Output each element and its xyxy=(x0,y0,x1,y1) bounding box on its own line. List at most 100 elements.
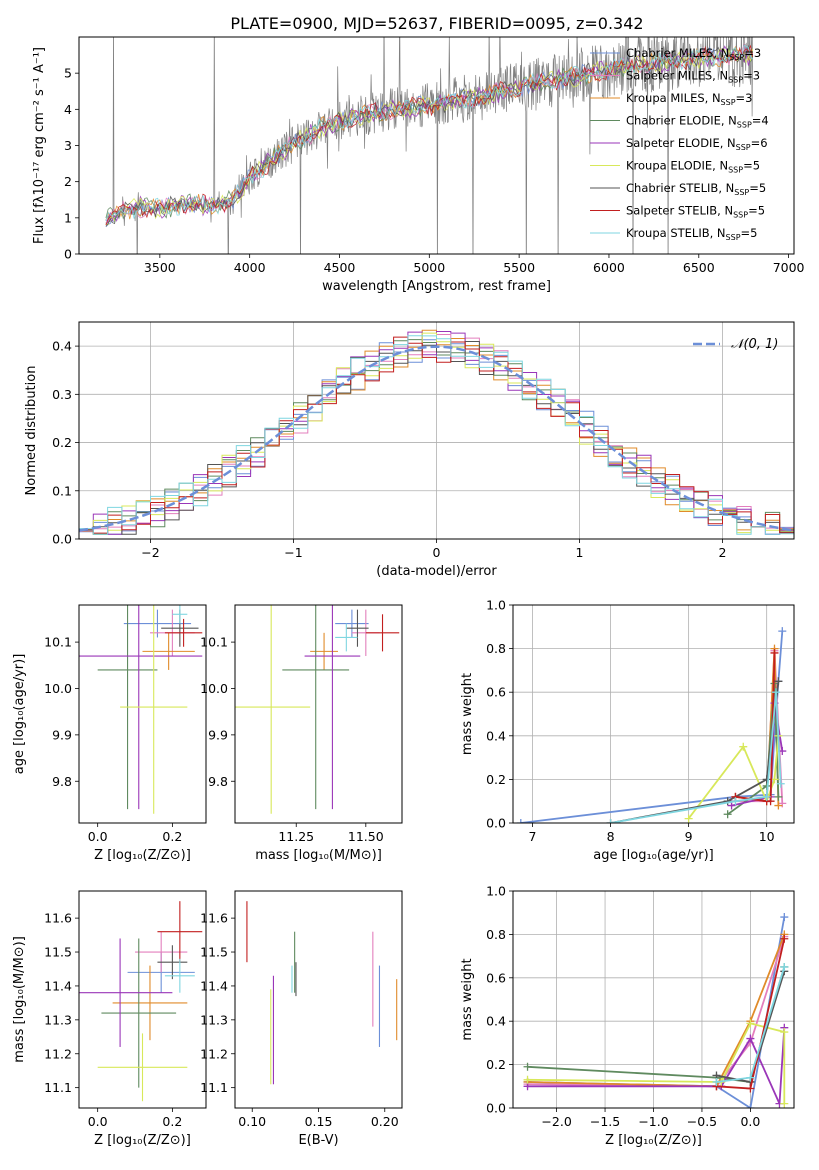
legend-label: Chabrier MILES, NSSP=3 xyxy=(626,46,761,62)
axes-frame xyxy=(78,604,207,824)
x-tick-label: 0.0 xyxy=(88,1114,108,1129)
x-tick-label: 11.50 xyxy=(348,829,384,844)
weight-marker xyxy=(723,810,732,819)
chart-spectrum: 3500 4000 4500 5000 5500 6000 6500 7000 0 1 2 3 4 5 wa… xyxy=(32,36,805,294)
weight-marker xyxy=(712,1077,721,1086)
axes-frame xyxy=(78,890,207,1109)
weight-line-1 xyxy=(527,936,786,1088)
y-tick-label: 3 xyxy=(64,138,72,153)
x-tick-label: 0.2 xyxy=(162,829,182,844)
y-axis-label: mass [log₁₀(M/M⊙)] xyxy=(12,936,27,1063)
weight-marker xyxy=(727,801,736,810)
weight-marker xyxy=(523,1075,532,1084)
weight-marker xyxy=(746,1034,755,1043)
legend-label: Kroupa STELIB, NSSP=5 xyxy=(626,226,757,242)
x-tick-label: 0.0 xyxy=(88,829,108,844)
x-tick-label: 5500 xyxy=(503,260,535,275)
y-tick-label: 11.3 xyxy=(44,1012,72,1027)
weight-marker xyxy=(770,648,779,657)
x-tick-label: 0 xyxy=(433,545,441,560)
weight-line-5 xyxy=(527,1022,786,1104)
weight-marker xyxy=(606,819,615,823)
x-tick-label: 3500 xyxy=(144,260,176,275)
x-tick-label: 9 xyxy=(685,829,693,844)
y-tick-label: 11.2 xyxy=(200,1046,228,1061)
plot-area-age_vs_Z xyxy=(79,605,203,814)
plot-area-massweight_vs_age xyxy=(516,627,787,823)
weight-marker xyxy=(774,801,783,810)
spectrum-legend: Chabrier MILES, NSSP=3 Salpeter MILES, NS… xyxy=(590,46,769,242)
weight-line-2 xyxy=(527,934,786,1088)
charts-layer: 3500 4000 4500 5000 5500 6000 6500 7000 0 1 2 3 4 5 wa… xyxy=(12,36,805,1148)
weight-marker xyxy=(739,742,748,751)
x-tick-label: 7000 xyxy=(773,260,805,275)
histogram-7 xyxy=(79,336,794,534)
y-tick-label: 10.1 xyxy=(44,635,72,650)
y-tick-label: 11.1 xyxy=(44,1080,72,1095)
y-tick-label: 11.1 xyxy=(200,1080,228,1095)
y-tick-label: 1.0 xyxy=(486,884,506,899)
histogram-6 xyxy=(79,341,794,535)
y-tick-label: 1 xyxy=(64,210,72,225)
x-tick-label: 4500 xyxy=(324,260,356,275)
model-spectrum-5 xyxy=(105,48,754,226)
weight-marker xyxy=(780,1099,789,1108)
x-tick-label: −1 xyxy=(284,545,302,560)
y-tick-label: 0.0 xyxy=(52,532,72,547)
weight-marker xyxy=(774,677,783,686)
chart-massweight_vs_Z: −2.0 −1.5 −1.0 −0.5 0.0 0.0 0.2 0.4 0.6 0.8 1.0 Z [… xyxy=(460,884,795,1148)
weight-line-8 xyxy=(610,692,782,823)
weight-marker xyxy=(776,779,785,788)
y-tick-label: 11.6 xyxy=(200,911,228,926)
chart-residuals: −2 −1 0 1 2 0.0 0.1 0.2 0.3 0.4 (data-model)/error… xyxy=(24,321,795,579)
legend-label: 𝒩(0, 1) xyxy=(731,337,778,352)
y-tick-label: 0.1 xyxy=(52,483,72,498)
x-tick-label: 11.25 xyxy=(278,829,314,844)
x-axis-label: (data-model)/error xyxy=(376,564,497,579)
weight-marker xyxy=(766,797,775,806)
y-axis-label: Flux [fλ10⁻¹⁷ erg cm⁻² s⁻¹ A⁻¹] xyxy=(32,47,47,244)
y-tick-label: 0.2 xyxy=(52,435,72,450)
weight-line-4 xyxy=(527,1027,786,1105)
y-tick-label: 5 xyxy=(64,66,72,81)
x-axis-label: Z [log₁₀(Z/Z⊙)] xyxy=(605,1133,702,1148)
y-tick-label: 11.3 xyxy=(200,1012,228,1027)
chart-massweight_vs_age: 7 8 9 10 0.0 0.2 0.4 0.6 0.8 1.0 age [log₁₀(age/yr… xyxy=(460,598,795,863)
x-tick-label: 8 xyxy=(607,829,615,844)
x-axis-label: Z [log₁₀(Z/Z⊙)] xyxy=(94,848,191,863)
weight-marker xyxy=(731,797,740,806)
weight-marker xyxy=(746,1084,755,1093)
y-tick-label: 1.0 xyxy=(486,598,506,613)
chart-age_vs_Z: 0.0 0.2 9.8 9.9 10.0 10.1 Z [log₁₀(Z/Z⊙)] age [… xyxy=(12,604,207,863)
y-axis-label: mass weight xyxy=(460,673,475,755)
x-tick-label: 0.10 xyxy=(238,1114,266,1129)
weight-marker xyxy=(778,627,787,636)
x-axis-label: Z [log₁₀(Z/Z⊙)] xyxy=(94,1133,191,1148)
y-axis-label: age [log₁₀(age/yr)] xyxy=(12,654,27,775)
x-axis-label: E(B-V) xyxy=(298,1133,338,1148)
x-tick-label: −1.0 xyxy=(638,1114,668,1129)
x-tick-label: −0.5 xyxy=(687,1114,717,1129)
x-axis-label: age [log₁₀(age/yr)] xyxy=(593,848,714,863)
x-tick-label: 5000 xyxy=(413,260,445,275)
legend-label: Salpeter ELODIE, NSSP=6 xyxy=(626,136,768,152)
x-tick-label: 6000 xyxy=(593,260,625,275)
model-spectrum-7 xyxy=(105,44,754,226)
x-axis-label: mass [log₁₀(M/M⊙)] xyxy=(255,848,382,863)
weight-marker xyxy=(780,962,789,971)
legend-label: Salpeter MILES, NSSP=3 xyxy=(626,69,760,85)
y-tick-label: 0.0 xyxy=(486,1101,506,1116)
model-spectrum-2 xyxy=(105,45,754,221)
x-axis-label: wavelength [Angstrom, rest frame] xyxy=(322,279,551,294)
x-tick-label: 0.20 xyxy=(371,1114,399,1129)
plot-area-mass_vs_ebv xyxy=(246,901,398,1085)
x-tick-label: 10 xyxy=(759,829,775,844)
y-tick-label: 0.4 xyxy=(486,728,506,743)
weight-marker xyxy=(780,913,789,922)
y-tick-label: 0 xyxy=(64,247,72,262)
weight-marker xyxy=(774,792,783,801)
plot-area-age_vs_mass xyxy=(235,605,400,814)
y-tick-label: 0.2 xyxy=(486,772,506,787)
legend-label: Kroupa ELODIE, NSSP=5 xyxy=(626,159,760,175)
